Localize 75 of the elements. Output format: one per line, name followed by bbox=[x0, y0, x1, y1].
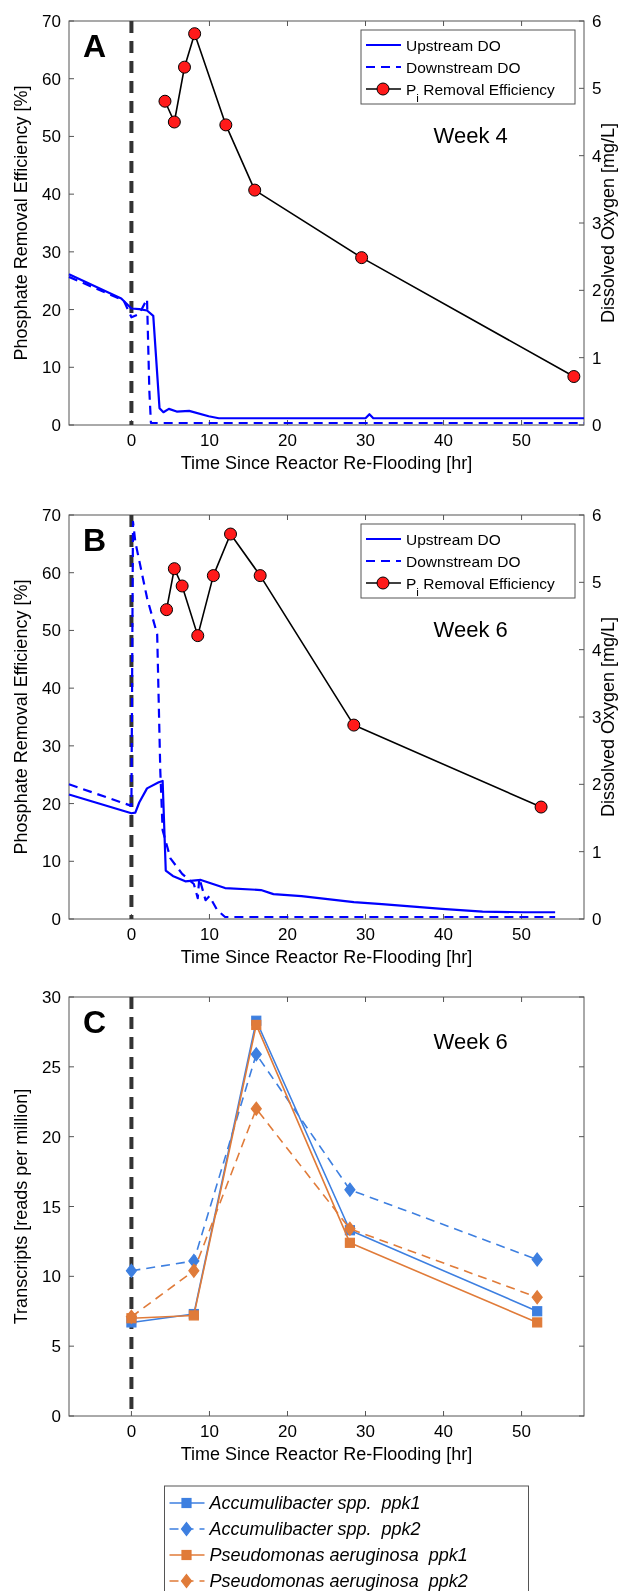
y2-tick-label: 4 bbox=[592, 146, 602, 166]
x-tick-label: 20 bbox=[278, 1422, 297, 1441]
legend-label: Pseudomonas aeruginosa ppk1 bbox=[209, 1545, 468, 1565]
y-tick-label: 70 bbox=[42, 506, 61, 525]
annotation: B bbox=[83, 522, 107, 558]
legend-label: Downstream DO bbox=[406, 59, 521, 76]
y-tick-label: 5 bbox=[51, 1337, 61, 1357]
y-tick-label: 70 bbox=[42, 12, 61, 31]
x-axis-title: Time Since Reactor Re-Flooding [hr] bbox=[180, 453, 473, 473]
x-tick-label: 20 bbox=[278, 925, 297, 944]
x-tick-label: 30 bbox=[356, 1422, 375, 1441]
x-tick-label: 40 bbox=[434, 1422, 454, 1441]
x-tick-label: 50 bbox=[512, 925, 532, 944]
y-tick-label: 20 bbox=[42, 794, 61, 814]
y-tick-label: 15 bbox=[42, 1197, 61, 1217]
annotation: A bbox=[83, 28, 107, 64]
y-axis-title: Phosphate Removal Efficiency [%] bbox=[11, 85, 31, 361]
x-tick-label: 0 bbox=[126, 925, 137, 944]
y-tick-label: 60 bbox=[42, 563, 61, 583]
legend-label: Pseudomonas aeruginosa ppk2 bbox=[209, 1571, 468, 1591]
x-tick-label: 30 bbox=[356, 431, 375, 450]
y-tick-label: 30 bbox=[42, 242, 61, 262]
x-tick-label: 50 bbox=[512, 1422, 532, 1441]
y2-tick-label: 0 bbox=[592, 910, 602, 929]
x-tick-label: 20 bbox=[278, 431, 297, 450]
y-tick-label: 30 bbox=[42, 988, 61, 1007]
x-tick-label: 40 bbox=[434, 431, 454, 450]
legend-label: Downstream DO bbox=[406, 553, 521, 570]
legend-label: Upstream DO bbox=[406, 37, 501, 54]
y2-tick-label: 0 bbox=[592, 416, 602, 435]
y2-tick-label: 5 bbox=[592, 79, 602, 99]
y-tick-label: 20 bbox=[42, 300, 61, 320]
legend-label: P$_{i}$ Removal Efficiency bbox=[406, 575, 556, 598]
x-tick-label: 10 bbox=[199, 1422, 219, 1441]
legend-label: Accumulibacter spp. ppk2 bbox=[208, 1519, 421, 1539]
y-tick-label: 50 bbox=[42, 621, 61, 641]
x-tick-label: 0 bbox=[126, 431, 137, 450]
x-tick-label: 0 bbox=[126, 1422, 137, 1441]
annotation: C bbox=[83, 1004, 107, 1040]
y-tick-label: 0 bbox=[51, 1407, 61, 1426]
x-tick-label: 10 bbox=[199, 925, 219, 944]
y-axis-title: Phosphate Removal Efficiency [%] bbox=[11, 579, 31, 855]
legend-label: P$_{i}$ Removal Efficiency bbox=[406, 81, 556, 104]
y-tick-label: 25 bbox=[42, 1057, 61, 1077]
y-tick-label: 40 bbox=[42, 185, 61, 205]
y-tick-label: 40 bbox=[42, 679, 61, 699]
y-axis-title: Transcripts [reads per million] bbox=[11, 1088, 31, 1325]
y-tick-label: 0 bbox=[51, 910, 61, 929]
y-tick-label: 50 bbox=[42, 127, 61, 147]
y-tick-label: 10 bbox=[42, 852, 61, 872]
y2-tick-label: 1 bbox=[592, 348, 602, 368]
legend-label: Upstream DO bbox=[406, 531, 501, 548]
y-tick-label: 10 bbox=[42, 358, 61, 378]
y-tick-label: 0 bbox=[51, 416, 61, 435]
y2-tick-label: 5 bbox=[592, 573, 602, 593]
legend-label: Accumulibacter spp. ppk1 bbox=[208, 1493, 421, 1513]
y2-tick-label: 1 bbox=[592, 842, 602, 862]
y-tick-label: 10 bbox=[42, 1267, 61, 1287]
y2-tick-label: 3 bbox=[592, 214, 602, 233]
x-tick-label: 40 bbox=[434, 925, 454, 944]
x-tick-label: 10 bbox=[199, 431, 219, 450]
x-axis-title: Time Since Reactor Re-Flooding [hr] bbox=[180, 1444, 473, 1464]
x-tick-label: 30 bbox=[356, 925, 375, 944]
y2-tick-label: 3 bbox=[592, 708, 602, 727]
annotation: Week 6 bbox=[433, 1029, 508, 1054]
annotation: Week 6 bbox=[433, 617, 508, 642]
annotation: Week 4 bbox=[433, 123, 508, 148]
x-axis-title: Time Since Reactor Re-Flooding [hr] bbox=[180, 947, 473, 967]
y2-tick-label: 6 bbox=[592, 506, 602, 525]
x-tick-label: 50 bbox=[512, 431, 532, 450]
y-tick-label: 30 bbox=[42, 736, 61, 756]
y-tick-label: 20 bbox=[42, 1127, 61, 1147]
y-tick-label: 60 bbox=[42, 69, 61, 89]
y2-tick-label: 6 bbox=[592, 12, 602, 31]
y2-tick-label: 4 bbox=[592, 640, 602, 660]
